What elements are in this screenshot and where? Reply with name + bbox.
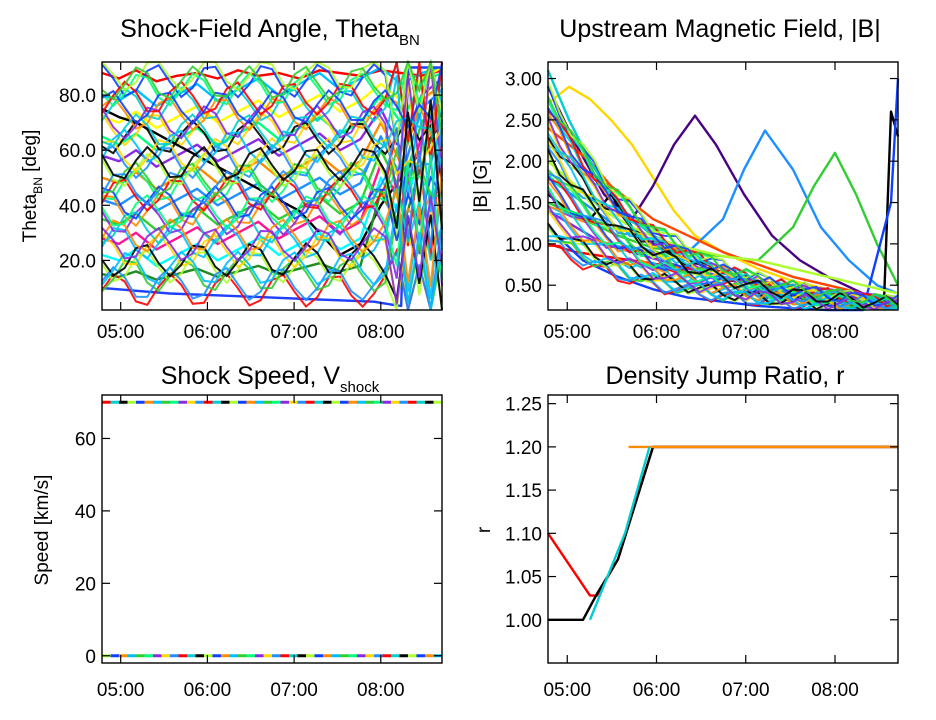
y-ticks-density-ratio: 1.00 1.05 1.10 1.15 1.20 1.25: [505, 395, 898, 632]
background-trace: [101, 146, 443, 198]
y-tick-label: 2.00: [505, 152, 542, 173]
y-tick-label: 1.00: [505, 235, 542, 256]
x-tick-label: 06:00: [184, 322, 232, 343]
series-line: [547, 445, 898, 597]
y-tick-label: 40.0: [59, 196, 96, 217]
x-tick-label: 06:00: [633, 680, 681, 701]
background-trace: [547, 96, 899, 309]
x-tick-label: 06:00: [184, 680, 232, 701]
background-trace: [101, 154, 443, 280]
series-line: [101, 105, 444, 268]
x-ticks-magnetic-field: 05:00 06:00 07:00 08:00: [543, 62, 859, 343]
y-tick-label: 80.0: [59, 86, 96, 107]
plot-frame-magnetic-field: [547, 61, 899, 311]
y-tick-label: 60.0: [59, 141, 96, 162]
x-ticks-theta-bn: 05:00 06:00 07:00 08:00: [97, 62, 405, 343]
y-axis-label-magnetic-field: |B| [G]: [471, 159, 492, 212]
plot-frame-theta-bn: [101, 61, 443, 311]
x-tick-label: 08:00: [811, 322, 859, 343]
background-trace: [547, 205, 899, 311]
y-axis-label-shock-speed: Speed [km/s]: [32, 475, 53, 586]
background-trace: [547, 185, 899, 311]
background-trace: [101, 112, 443, 167]
x-tick-label: 05:00: [543, 322, 591, 343]
y-tick-label: 20.0: [59, 251, 96, 272]
y-tick-label: 1.25: [505, 395, 542, 416]
background-trace: [101, 215, 443, 311]
series-lines-shock-speed: [102, 400, 442, 658]
y-tick-label: 1.50: [505, 194, 542, 215]
chart-title-theta-bn: Shock-Field Angle, ThetaBN: [120, 15, 420, 49]
background-trace: [101, 127, 443, 177]
series-lines-theta-bn: [101, 58, 444, 311]
plot-frame-density-ratio: [547, 394, 899, 664]
background-trace: [547, 172, 899, 311]
y-tick-label: 1.05: [505, 568, 542, 589]
y-tick-label: 2.50: [505, 111, 542, 132]
x-tick-label: 05:00: [97, 680, 145, 701]
series-lines-density-ratio: [547, 445, 898, 621]
chart-title-magnetic-field: Upstream Magnetic Field, |B|: [559, 15, 880, 43]
x-ticks-density-ratio: 05:00 06:00 07:00 08:00: [543, 395, 859, 701]
x-ticks-shock-speed: 05:00 06:00 07:00 08:00: [97, 395, 405, 701]
background-trace: [101, 61, 443, 147]
y-tick-label: 1.15: [505, 481, 542, 502]
y-tick-label: 40: [75, 502, 96, 523]
y-tick-label: 1.10: [505, 524, 542, 545]
y-tick-label: 1.00: [505, 611, 542, 632]
y-tick-label: 60: [75, 429, 96, 450]
background-trace: [101, 58, 443, 134]
y-ticks-shock-speed: 0 20 40 60: [75, 429, 442, 668]
series-line: [588, 446, 651, 621]
background-trace: [101, 203, 443, 311]
y-tick-label: 20: [75, 574, 96, 595]
panel-magnetic-field: Upstream Magnetic Field, |B| 0.50 1.00 1.5…: [471, 15, 900, 343]
x-tick-label: 05:00: [543, 680, 591, 701]
series-lines-magnetic-field: [546, 69, 900, 312]
y-ticks-theta-bn: 20.0 40.0 60.0 80.0: [59, 86, 442, 272]
background-trace: [547, 149, 899, 309]
y-ticks-magnetic-field: 0.50 1.00 1.50 2.00 2.50 3.00: [505, 70, 898, 297]
chart-title-density-ratio: Density Jump Ratio, r: [606, 362, 845, 390]
x-tick-label: 07:00: [722, 322, 770, 343]
panel-theta-bn: Shock-Field Angle, ThetaBN 20.0 40.0 60.0 8…: [20, 15, 444, 343]
plot-frame-shock-speed: [101, 394, 443, 664]
y-tick-label: 3.00: [505, 70, 542, 91]
background-trace: [101, 114, 443, 182]
background-trace: [547, 107, 899, 307]
background-trace: [547, 205, 899, 311]
background-trace: [101, 119, 443, 249]
background-trace: [101, 63, 443, 130]
x-tick-label: 07:00: [722, 680, 770, 701]
background-trace: [101, 128, 443, 259]
y-tick-label: 0.50: [505, 276, 542, 297]
y-axis-label-density-ratio: r: [474, 526, 495, 533]
panel-shock-speed: Shock Speed, Vshock 0 20 40 60 05:00 06:00 07…: [32, 362, 443, 701]
x-tick-label: 05:00: [97, 322, 145, 343]
x-tick-label: 06:00: [633, 322, 681, 343]
background-trace: [101, 61, 443, 164]
x-tick-label: 07:00: [270, 680, 318, 701]
background-trace: [101, 99, 443, 230]
y-tick-label: 1.20: [505, 438, 542, 459]
x-tick-label: 08:00: [811, 680, 859, 701]
y-axis-label-theta-bn: ThetaBN [deg]: [20, 130, 45, 243]
background-trace: [101, 195, 443, 305]
chart-title-shock-speed: Shock Speed, Vshock: [161, 362, 380, 396]
x-tick-label: 08:00: [357, 680, 405, 701]
background-trace: [101, 156, 443, 286]
panel-density-ratio: Density Jump Ratio, r 1.001.051.101.151.…: [474, 362, 899, 701]
y-tick-label: 0: [85, 647, 96, 668]
x-tick-label: 08:00: [357, 322, 405, 343]
x-tick-label: 07:00: [270, 322, 318, 343]
